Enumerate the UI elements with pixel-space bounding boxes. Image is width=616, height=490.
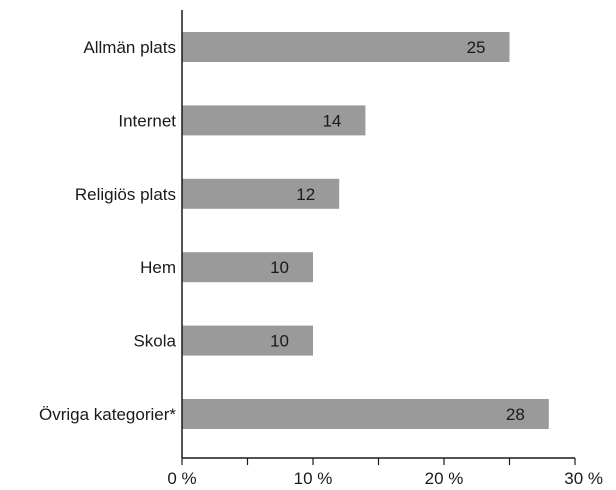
value-label-allmän-plats: 25 (467, 38, 486, 57)
category-label-hem: Hem (140, 258, 176, 277)
category-label-internet: Internet (118, 111, 176, 130)
value-label-hem: 10 (270, 258, 289, 277)
value-label-religiös-plats: 12 (296, 185, 315, 204)
value-label-internet: 14 (322, 111, 341, 130)
category-label-skola: Skola (133, 332, 176, 351)
x-tick-label-30: 30 % (564, 469, 603, 488)
bar-övriga-kategorier (182, 399, 549, 429)
value-labels-group: 25 14 12 10 10 28 (270, 38, 525, 424)
bar-hem (182, 252, 313, 283)
category-label-allmän-plats: Allmän plats (83, 38, 176, 57)
bars-group (182, 32, 549, 429)
category-label-religiös-plats: Religiös plats (75, 185, 176, 204)
x-tick-label-10: 10 % (294, 469, 333, 488)
category-labels-group: Allmän plats Internet Religiös plats Hem Sko… (39, 38, 177, 424)
x-ticks-group (181, 458, 576, 465)
bar-religiös-plats (182, 178, 340, 209)
value-label-övriga-kategorier: 28 (506, 405, 525, 424)
value-label-skola: 10 (270, 332, 289, 351)
bar-internet (182, 105, 366, 136)
x-tick-label-20: 20 % (425, 469, 464, 488)
x-tick-label-0: 0 % (167, 469, 196, 488)
bar-skola (182, 325, 313, 356)
bar-allmän-plats (182, 32, 510, 62)
x-tick-labels-group: 0 % 10 % 20 % 30 % (167, 469, 603, 488)
category-label-övriga-kategorier: Övriga kategorier* (39, 405, 176, 424)
